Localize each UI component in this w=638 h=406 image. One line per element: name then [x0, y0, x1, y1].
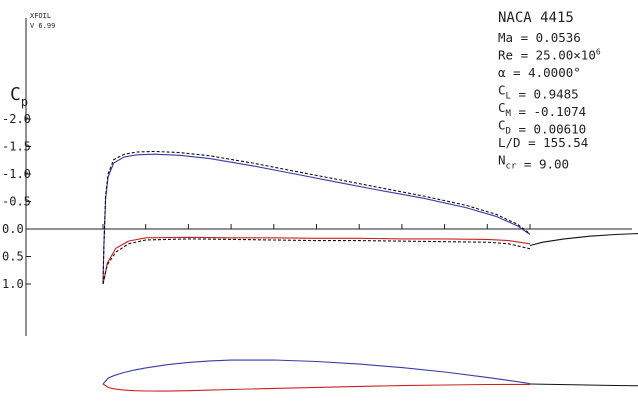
param-1: Ma = 0.0536 [498, 30, 581, 45]
parameters-block: Ma = 0.0536 Re = 25.00×106 α = 4.0000° CL =… [498, 30, 601, 172]
x-ticks [102, 224, 531, 229]
cp-series-line-5 [529, 232, 638, 247]
airfoil-wake [529, 383, 638, 387]
param-3: α = 4.0000° [498, 65, 581, 80]
param-6: CD = 0.00610 [498, 118, 586, 137]
program-name: XFOIL [30, 12, 51, 20]
param-8: Ncr = 9.00 [498, 153, 569, 172]
y-tick-label: -0.5 [2, 195, 31, 209]
y-tick-label: 1.0 [2, 277, 24, 291]
airfoil-name: NACA 4415 [498, 10, 574, 26]
y-ticks: -2.0 -1.5 -1.0 -0.5 0.0 0.5 1.0 [2, 112, 31, 291]
y-tick-label: 0.5 [2, 250, 24, 264]
airfoil-upper-surface [102, 359, 531, 385]
airfoil-lower-surface [102, 383, 530, 392]
y-axis-label: Cp [10, 84, 28, 109]
cp-series [102, 150, 638, 285]
param-5: CM = -0.1074 [498, 100, 586, 119]
param-7: L/D = 155.54 [498, 135, 588, 150]
cp-series-line-2 [102, 236, 531, 285]
cp-series-line-4 [102, 238, 531, 285]
y-tick-label: -1.0 [2, 167, 31, 181]
y-tick-label: -1.5 [2, 140, 31, 154]
param-2: Re = 25.00×106 [498, 48, 601, 63]
program-version: V 6.99 [30, 22, 55, 30]
param-4: CL = 0.9485 [498, 83, 579, 102]
y-tick-label: -2.0 [2, 112, 31, 126]
cp-series-line-1 [102, 153, 531, 285]
y-tick-label: 0.0 [2, 222, 24, 236]
cp-series-line-3 [102, 150, 531, 285]
airfoil-shape [102, 359, 638, 392]
